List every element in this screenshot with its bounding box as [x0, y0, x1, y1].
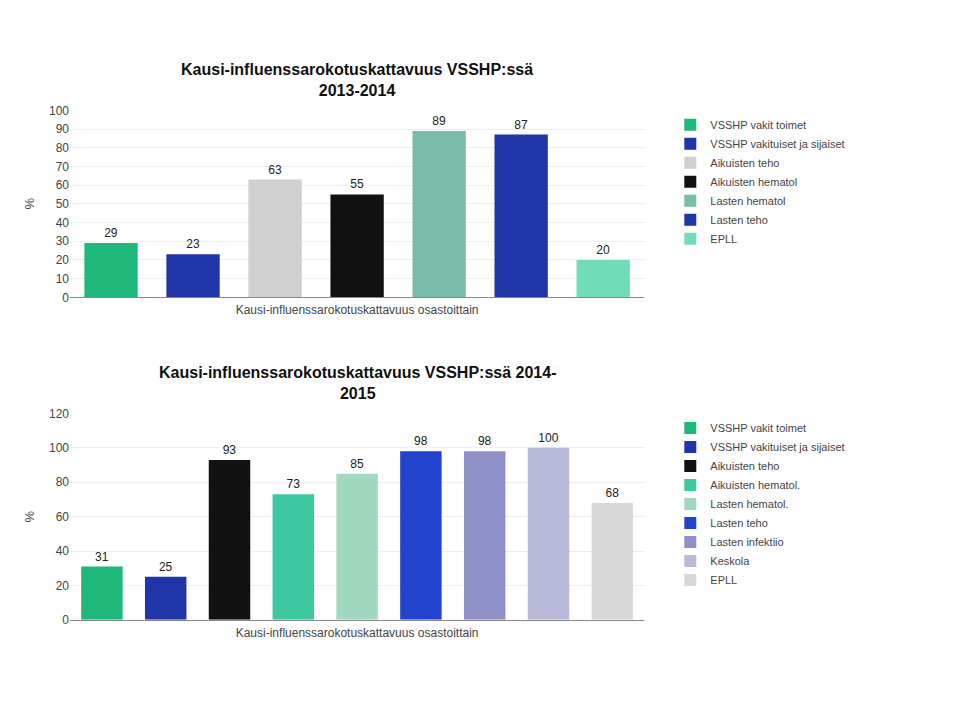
svg-text:80: 80 — [56, 475, 70, 489]
svg-text:120: 120 — [49, 407, 69, 421]
svg-text:55: 55 — [350, 177, 364, 191]
svg-text:Keskola: Keskola — [710, 555, 750, 567]
svg-text:100: 100 — [49, 104, 69, 118]
svg-text:25: 25 — [159, 560, 173, 574]
svg-text:29: 29 — [104, 226, 118, 240]
svg-text:23: 23 — [186, 237, 200, 251]
svg-text:31: 31 — [95, 550, 109, 564]
svg-text:Kausi-influenssarokotuskattavu: Kausi-influenssarokotuskattavuus VSSHP:s… — [159, 364, 556, 402]
svg-text:70: 70 — [56, 160, 70, 174]
svg-text:%: % — [22, 510, 37, 522]
svg-text:20: 20 — [56, 253, 70, 267]
svg-text:VSSHP vakituiset ja sijaiset: VSSHP vakituiset ja sijaiset — [710, 138, 844, 150]
svg-text:63: 63 — [268, 163, 282, 177]
svg-text:Lasten hematol: Lasten hematol — [710, 195, 785, 207]
svg-text:Kausi-influenssarokotuskattavu: Kausi-influenssarokotuskattavuus osastoi… — [236, 303, 479, 317]
svg-text:Aikuisten hematol: Aikuisten hematol — [710, 176, 797, 188]
svg-text:30: 30 — [56, 234, 70, 248]
svg-text:Lasten teho: Lasten teho — [710, 214, 768, 226]
svg-text:85: 85 — [350, 457, 364, 471]
svg-text:EPLL: EPLL — [710, 574, 737, 586]
svg-text:73: 73 — [286, 477, 300, 491]
svg-text:Aikuisten hematol.: Aikuisten hematol. — [710, 479, 800, 491]
svg-text:90: 90 — [56, 122, 70, 136]
svg-text:100: 100 — [49, 441, 69, 455]
svg-text:Lasten hematol.: Lasten hematol. — [710, 498, 788, 510]
svg-text:Aikuisten teho: Aikuisten teho — [710, 157, 779, 169]
svg-text:10: 10 — [56, 272, 70, 286]
svg-text:50: 50 — [56, 197, 70, 211]
svg-text:40: 40 — [56, 544, 70, 558]
svg-text:0: 0 — [62, 291, 69, 305]
svg-text:Aikuisten teho: Aikuisten teho — [710, 460, 779, 472]
svg-text:87: 87 — [514, 118, 528, 132]
svg-text:60: 60 — [56, 178, 70, 192]
svg-text:Lasten infektiio: Lasten infektiio — [710, 536, 783, 548]
svg-text:VSSHP vakit toimet: VSSHP vakit toimet — [710, 119, 806, 131]
svg-text:98: 98 — [478, 434, 492, 448]
svg-text:0: 0 — [62, 613, 69, 627]
svg-text:40: 40 — [56, 216, 70, 230]
svg-text:20: 20 — [56, 579, 70, 593]
svg-text:68: 68 — [605, 486, 619, 500]
svg-text:100: 100 — [538, 431, 558, 445]
svg-text:Kausi-influenssarokotuskattavu: Kausi-influenssarokotuskattavuus osastoi… — [236, 626, 479, 640]
svg-text:VSSHP vakit toimet: VSSHP vakit toimet — [710, 422, 806, 434]
svg-text:80: 80 — [56, 141, 70, 155]
svg-text:VSSHP vakituiset ja sijaiset: VSSHP vakituiset ja sijaiset — [710, 441, 844, 453]
svg-text:%: % — [22, 198, 37, 210]
svg-text:Kausi-influenssarokotuskattavu: Kausi-influenssarokotuskattavuus VSSHP:s… — [181, 61, 533, 99]
svg-text:20: 20 — [596, 243, 610, 257]
svg-text:EPLL: EPLL — [710, 233, 737, 245]
svg-text:Lasten teho: Lasten teho — [710, 517, 768, 529]
svg-text:93: 93 — [223, 443, 237, 457]
svg-text:89: 89 — [432, 114, 446, 128]
svg-text:98: 98 — [414, 434, 428, 448]
svg-text:60: 60 — [56, 510, 70, 524]
